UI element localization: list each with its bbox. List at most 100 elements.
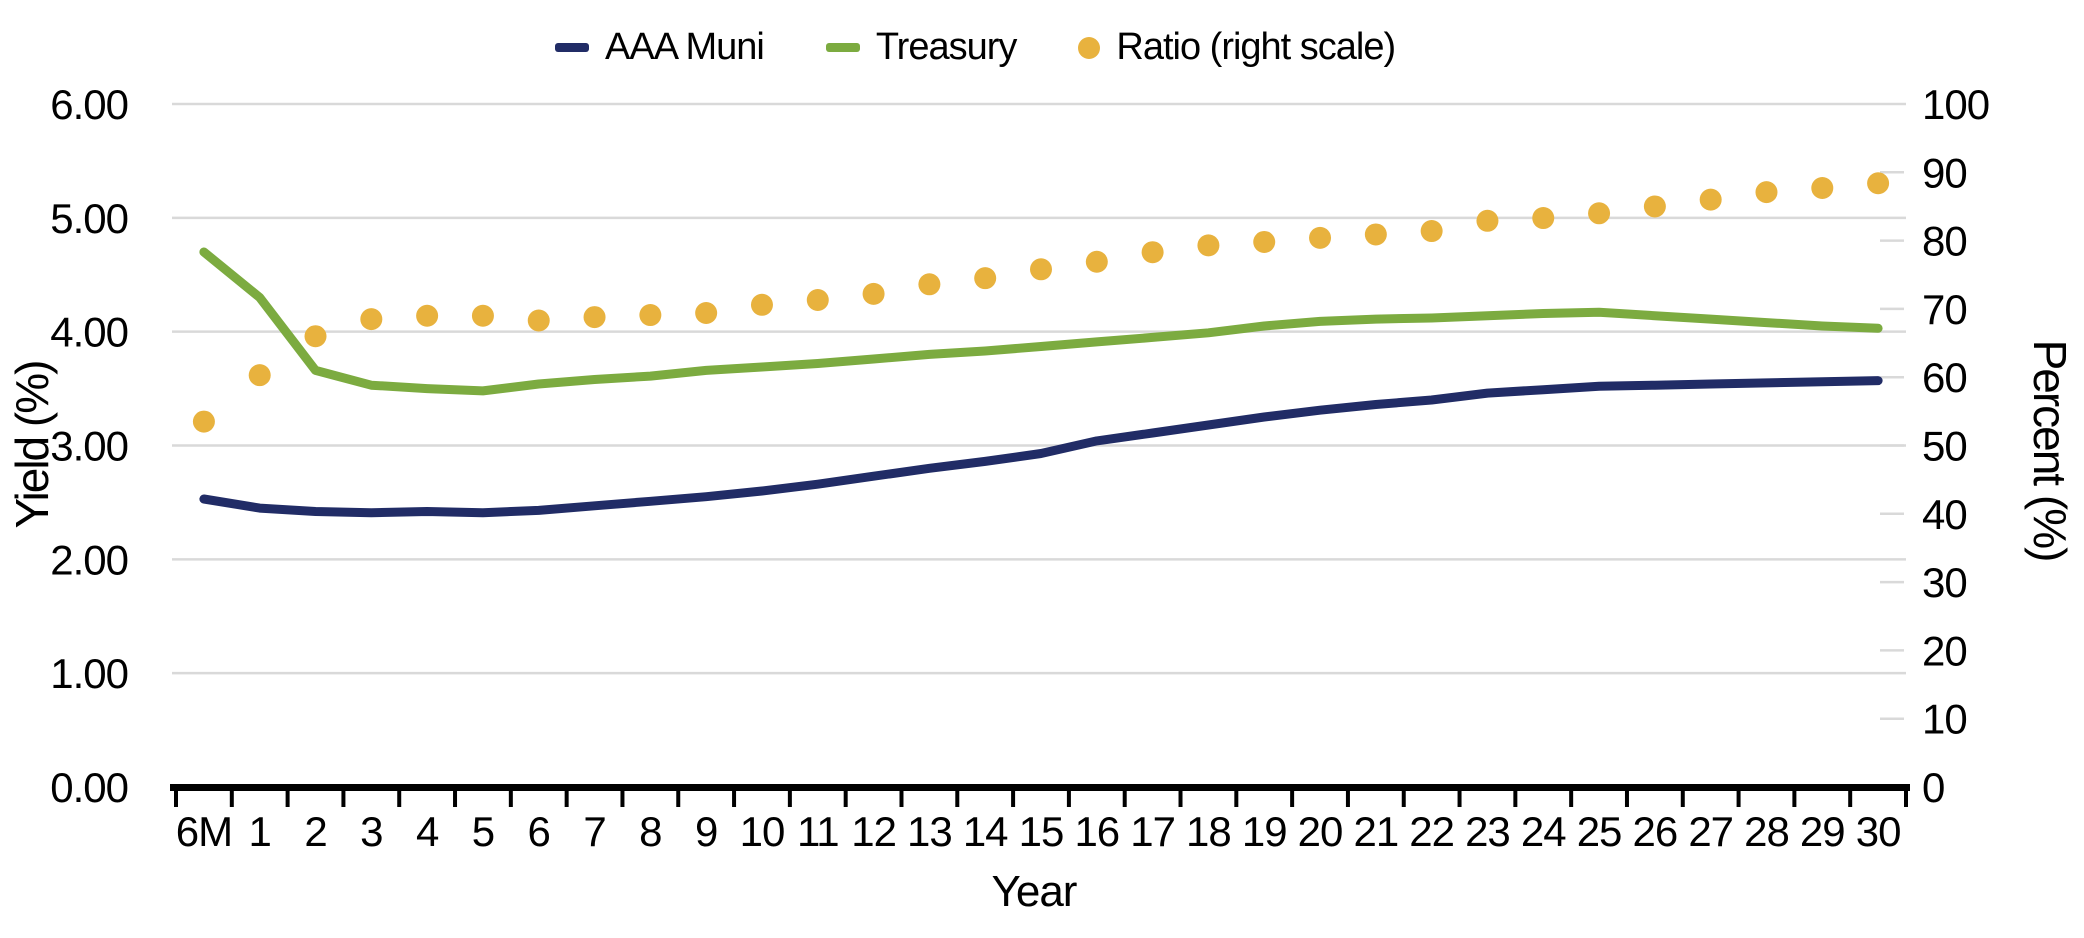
right-axis-labels: 0 10 20 30 40 50 60 70 80 90 100 Percent (%) bbox=[1922, 81, 2076, 811]
ratio-dot bbox=[1141, 241, 1164, 264]
x-axis-label: 9 bbox=[695, 808, 717, 855]
right-axis-tick-label: 50 bbox=[1922, 423, 1967, 470]
x-axis-label: 6M bbox=[176, 808, 232, 855]
x-axis-label: 23 bbox=[1465, 808, 1510, 855]
series-treasury bbox=[199, 247, 1883, 396]
ratio-dot-swatch bbox=[1078, 36, 1101, 59]
ratio-dot bbox=[304, 325, 327, 348]
ratio-dot bbox=[1588, 202, 1611, 225]
ratio-dot bbox=[1699, 188, 1722, 211]
aaa-muni-line-swatch bbox=[555, 43, 589, 52]
ratio-dot bbox=[1755, 181, 1778, 204]
right-axis-tick-label: 80 bbox=[1922, 218, 1967, 265]
x-axis-label: 14 bbox=[963, 808, 1008, 855]
legend-label-aaa-muni: AAA Muni bbox=[605, 26, 765, 68]
legend-label-treasury: Treasury bbox=[875, 26, 1018, 68]
x-axis-label: 6 bbox=[528, 808, 550, 855]
x-axis-label: 22 bbox=[1409, 808, 1454, 855]
x-axis-label: 13 bbox=[907, 808, 952, 855]
left-axis-title: Yield (%) bbox=[6, 362, 58, 529]
right-axis-tick-label: 0 bbox=[1922, 764, 1944, 811]
ratio-dot bbox=[1197, 234, 1220, 257]
left-axis-labels: 0.00 1.00 2.00 3.00 4.00 5.00 6.00 Yield (%) bbox=[6, 81, 129, 811]
x-axis-label: 12 bbox=[851, 808, 896, 855]
x-axis-label: 21 bbox=[1353, 808, 1398, 855]
x-axis-label: 11 bbox=[797, 808, 839, 855]
left-axis-tick-label: 4.00 bbox=[50, 309, 128, 356]
ratio-dot bbox=[192, 410, 215, 433]
right-axis-ticks bbox=[1880, 171, 1904, 720]
x-axis-label: 17 bbox=[1130, 808, 1175, 855]
treasury-line-swatch bbox=[825, 43, 860, 52]
right-axis-tick-label: 100 bbox=[1922, 81, 1989, 128]
right-axis-tick-label: 10 bbox=[1922, 696, 1967, 743]
left-axis-tick-label: 3.00 bbox=[50, 423, 128, 470]
right-axis-title: Percent (%) bbox=[2024, 340, 2076, 561]
ratio-dot bbox=[1811, 177, 1834, 200]
x-axis-label: 4 bbox=[416, 808, 439, 855]
legend: AAA Muni Treasury Ratio (right scale) bbox=[555, 26, 1396, 69]
x-axis-label: 29 bbox=[1800, 808, 1845, 855]
ratio-dot bbox=[1085, 250, 1108, 273]
treasury-line bbox=[199, 247, 1883, 396]
left-axis-tick-label: 0.00 bbox=[50, 764, 128, 811]
ratio-dot bbox=[918, 273, 941, 296]
right-axis-tick-label: 40 bbox=[1922, 491, 1967, 538]
aaa-muni-line bbox=[199, 376, 1883, 518]
ratio-dot bbox=[527, 309, 550, 332]
ratio-dot bbox=[695, 301, 718, 324]
ratio-dot bbox=[750, 293, 773, 316]
ratio-dot bbox=[1532, 207, 1555, 230]
x-axis-label: 20 bbox=[1298, 808, 1343, 855]
x-axis-label: 8 bbox=[639, 808, 661, 855]
x-axis-labels: 6M 1 2 3 4 5 6 7 8 9 10 11 12 13 14 15 16 17 18 19 20 21 22 23 2… bbox=[176, 808, 1902, 916]
ratio-dot bbox=[639, 304, 662, 327]
ratio-dot bbox=[1476, 209, 1499, 232]
x-axis-label: 26 bbox=[1633, 808, 1678, 855]
x-axis-label: 25 bbox=[1577, 808, 1622, 855]
ratio-dot bbox=[1420, 220, 1443, 243]
legend-item-ratio: Ratio (right scale) bbox=[1078, 26, 1396, 69]
right-axis-tick-label: 20 bbox=[1922, 627, 1967, 674]
x-axis-label: 30 bbox=[1856, 808, 1901, 855]
x-axis-label: 15 bbox=[1019, 808, 1064, 855]
ratio-dot bbox=[583, 306, 606, 329]
x-axis-label: 16 bbox=[1074, 808, 1119, 855]
ratio-dot bbox=[248, 364, 271, 387]
series-aaa-muni bbox=[199, 376, 1883, 518]
right-axis-tick-label: 60 bbox=[1922, 354, 1967, 401]
gridlines bbox=[172, 102, 1906, 675]
left-axis-tick-label: 5.00 bbox=[50, 195, 128, 242]
right-axis-tick-label: 70 bbox=[1922, 286, 1967, 333]
ratio-dot bbox=[1364, 223, 1387, 246]
right-axis-tick-label: 90 bbox=[1922, 149, 1967, 196]
ratio-dot bbox=[1309, 226, 1332, 249]
x-axis-label: 10 bbox=[740, 808, 785, 855]
ratio-dot bbox=[416, 304, 439, 327]
x-axis-label: 2 bbox=[304, 808, 326, 855]
x-axis-label: 5 bbox=[472, 808, 494, 855]
x-axis-label: 7 bbox=[583, 808, 605, 855]
x-axis bbox=[170, 784, 1910, 807]
x-axis-label: 27 bbox=[1688, 808, 1733, 855]
right-axis-tick-label: 30 bbox=[1922, 559, 1967, 606]
ratio-dot bbox=[1867, 172, 1890, 195]
x-axis-label: 19 bbox=[1242, 808, 1287, 855]
x-axis-label: 3 bbox=[360, 808, 382, 855]
legend-label-ratio: Ratio (right scale) bbox=[1116, 26, 1396, 68]
x-axis-label: 1 bbox=[249, 808, 271, 855]
ratio-dot bbox=[1643, 195, 1666, 218]
x-axis-label: 18 bbox=[1186, 808, 1231, 855]
legend-item-aaa-muni: AAA Muni bbox=[555, 26, 765, 69]
ratio-dot bbox=[1030, 258, 1052, 281]
legend-item-treasury: Treasury bbox=[825, 26, 1018, 69]
left-axis-tick-label: 6.00 bbox=[50, 81, 128, 128]
series-ratio-right-scale bbox=[192, 172, 1890, 433]
x-axis-label: 28 bbox=[1744, 808, 1789, 855]
left-axis-tick-label: 1.00 bbox=[50, 650, 128, 697]
ratio-dot bbox=[806, 289, 829, 312]
ratio-dot bbox=[1253, 230, 1276, 253]
ratio-dot bbox=[471, 304, 494, 327]
